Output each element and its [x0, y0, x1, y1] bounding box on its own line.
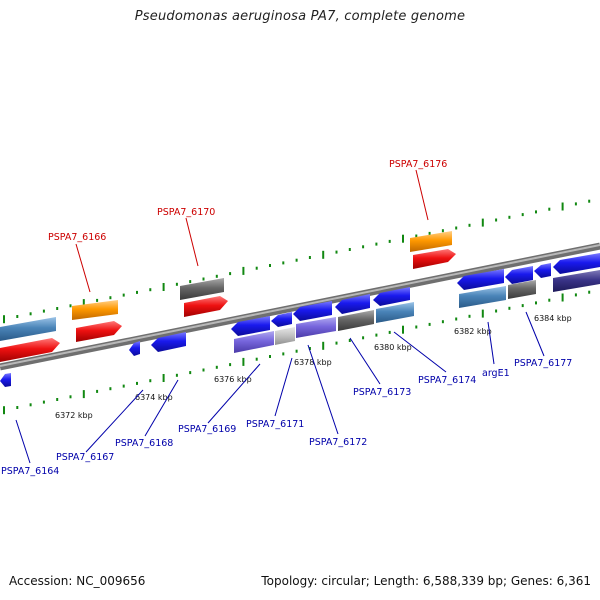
scale-label-6378: 6378 kbp	[294, 358, 332, 367]
gene-6177c-box	[508, 280, 536, 299]
leader-argE1	[487, 321, 495, 365]
gene-features	[0, 231, 600, 387]
leader-6167	[85, 389, 144, 453]
gene-6169-arrow	[231, 316, 270, 336]
leader-6168	[144, 379, 179, 437]
leader-6169	[207, 363, 261, 424]
label-leader-lines	[15, 169, 545, 464]
accession-text: Accession: NC_009656	[9, 574, 146, 588]
gene-argE1-arrow	[457, 269, 504, 290]
gene-6171b-box	[275, 327, 295, 345]
map-title: Pseudomonas aeruginosa PA7, complete gen…	[134, 9, 466, 24]
gene-6166b-arrow	[0, 338, 60, 362]
gene-right-blue-arrow	[553, 253, 600, 274]
scale-label-6374: 6374 kbp	[135, 393, 173, 402]
gene-label-6166: PSPA7_6166	[48, 232, 106, 243]
gene-label-6169: PSPA7_6169	[178, 424, 236, 435]
gene-6172b-box	[296, 317, 336, 338]
leader-6171	[274, 357, 293, 417]
gene-6176-arrow	[410, 231, 452, 252]
leader-6177	[525, 311, 545, 357]
gene-label-6164: PSPA7_6164	[1, 466, 59, 477]
gene-label-6172: PSPA7_6172	[309, 437, 367, 448]
gene-6168-arrow	[151, 332, 186, 352]
upper-tick-track	[3, 199, 591, 324]
gene-6176b-arrow	[413, 249, 456, 269]
leader-6172	[307, 344, 339, 435]
scale-label-6380: 6380 kbp	[374, 343, 412, 352]
gene-6172-arrow	[293, 301, 332, 321]
gene-label-6174: PSPA7_6174	[418, 375, 476, 386]
gene-6169b-box	[234, 331, 274, 353]
leader-6164	[15, 419, 31, 464]
leader-6166	[75, 243, 91, 293]
gene-6174-arrow	[373, 287, 410, 306]
leader-6170	[185, 217, 199, 267]
scale-labels: 6372 kbp 6374 kbp 6376 kbp 6378 kbp 6380…	[55, 314, 572, 420]
scale-label-6384: 6384 kbp	[534, 314, 572, 323]
lower-tick-track	[3, 290, 591, 415]
gene-6164-arrow	[0, 373, 11, 387]
gene-6166c-arrow	[76, 321, 122, 342]
gene-label-6170: PSPA7_6170	[157, 207, 215, 218]
gene-label-6177: PSPA7_6177	[514, 358, 572, 369]
genome-backbone	[0, 242, 600, 371]
topology-text: Topology: circular; Length: 6,588,339 bp…	[261, 574, 591, 588]
gene-right-navy-box	[553, 270, 600, 292]
scale-label-6372: 6372 kbp	[55, 411, 93, 420]
gene-6173b-box	[338, 310, 374, 331]
leader-6176	[415, 169, 429, 221]
scale-label-6382: 6382 kbp	[454, 327, 492, 336]
gene-label-6171: PSPA7_6171	[246, 419, 304, 430]
leader-6174	[393, 331, 447, 373]
gene-6173-arrow	[335, 294, 370, 314]
gene-6170-arrow	[180, 278, 224, 300]
gene-label-6173: PSPA7_6173	[353, 387, 411, 398]
gene-labels: PSPA7_6166 PSPA7_6170 PSPA7_6176 PSPA7_6…	[1, 159, 572, 477]
gene-6167-arrow	[129, 341, 140, 356]
gene-left-steel	[0, 317, 56, 341]
gene-6171-arrow	[271, 312, 292, 327]
gene-argE1b-box	[459, 286, 506, 308]
gene-label-6168: PSPA7_6168	[115, 438, 173, 449]
gene-label-argE1: argE1	[482, 368, 510, 379]
gene-6177-arrow	[505, 266, 533, 284]
scale-label-6376: 6376 kbp	[214, 375, 252, 384]
gene-6177b-arrow	[534, 263, 551, 278]
gene-6174b-box	[376, 302, 414, 323]
gene-6166-arrow	[72, 300, 118, 320]
gene-6170b-arrow	[184, 296, 228, 317]
gene-label-6176: PSPA7_6176	[389, 159, 447, 170]
leader-6173	[349, 337, 381, 385]
gene-label-6167: PSPA7_6167	[56, 452, 114, 463]
